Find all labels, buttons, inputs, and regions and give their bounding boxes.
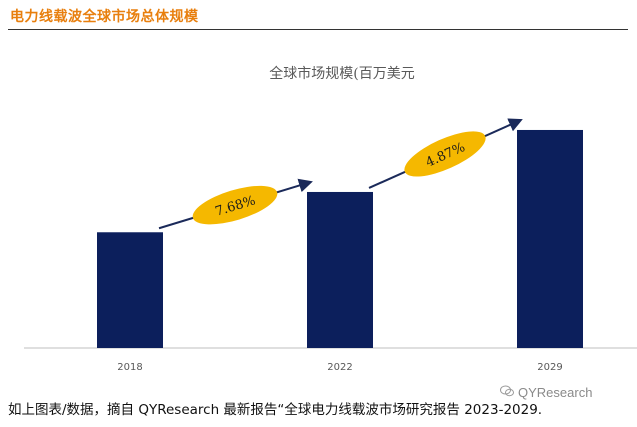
bar-2029 bbox=[517, 129, 583, 348]
x-tick-label-2018: 2018 bbox=[117, 362, 142, 373]
chart-title: 全球市场规模(百万美元 bbox=[269, 65, 414, 82]
page-title: 电力线载波全球市场总体规模 bbox=[10, 9, 199, 25]
bar-2022 bbox=[307, 191, 373, 348]
watermark-text: QYResearch bbox=[518, 385, 593, 400]
cagr-badge-1 bbox=[192, 185, 278, 225]
bar-chart: 全球市场规模(百万美元 7.68%4.87% 2018 2022 2029 bbox=[24, 65, 637, 373]
cagr-badge-2 bbox=[404, 131, 486, 177]
bar-2018 bbox=[97, 232, 163, 348]
wechat-icon bbox=[500, 385, 514, 400]
footnote: 如上图表/数据，摘自 QYResearch 最新报告“全球电力线载波市场研究报告… bbox=[8, 402, 543, 418]
header-divider bbox=[8, 29, 628, 30]
x-tick-label-2029: 2029 bbox=[537, 362, 562, 373]
watermark: QYResearch bbox=[500, 385, 592, 400]
x-tick-label-2022: 2022 bbox=[327, 362, 352, 373]
